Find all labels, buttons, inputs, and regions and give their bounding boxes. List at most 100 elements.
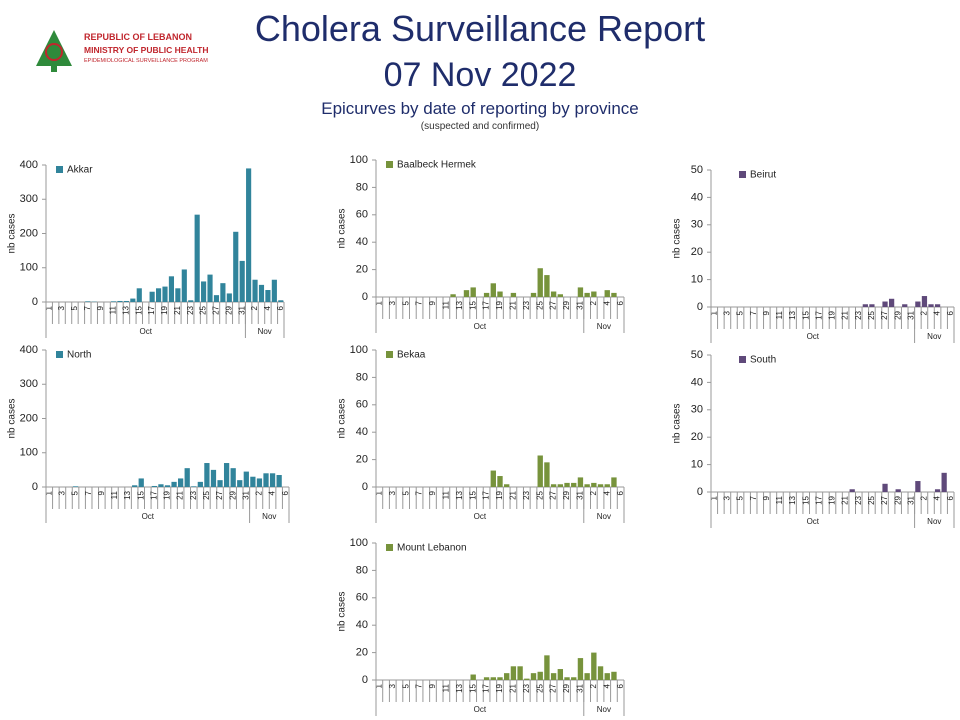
legend-label: Baalbeck Hermek [397, 160, 477, 171]
x-tick-label: 11 [109, 305, 118, 314]
y-axis-label: nb cases [7, 398, 18, 438]
bar [934, 304, 941, 307]
bar [149, 291, 155, 302]
y-tick-label: 50 [691, 349, 703, 361]
x-tick-label: 25 [867, 310, 876, 319]
y-tick-label: 40 [356, 236, 368, 248]
legend-swatch [56, 166, 63, 173]
x-tick-label: 9 [762, 310, 771, 315]
bar [230, 468, 236, 487]
x-tick-label: 4 [602, 300, 611, 305]
x-tick-label: 17 [482, 683, 491, 692]
x-tick-label: 4 [933, 310, 942, 315]
month-label: Nov [597, 322, 611, 331]
legend-swatch [386, 544, 393, 551]
legend-swatch [739, 171, 746, 178]
x-tick-label: 31 [576, 490, 585, 499]
x-tick-label: 9 [428, 683, 437, 688]
y-tick-label: 0 [32, 481, 38, 493]
y-tick-label: 200 [20, 412, 38, 424]
bar [72, 486, 79, 487]
bar [524, 678, 530, 680]
y-tick-label: 300 [20, 193, 38, 205]
bar [246, 168, 252, 302]
legend-label: South [750, 355, 776, 366]
bar [470, 674, 476, 680]
y-tick-label: 0 [362, 481, 368, 493]
y-tick-label: 80 [356, 181, 368, 193]
legend-label: Bekaa [397, 350, 426, 361]
month-label: Oct [142, 512, 155, 521]
y-tick-label: 30 [691, 219, 703, 231]
cedar-icon [36, 30, 72, 72]
x-tick-label: 11 [775, 310, 784, 319]
x-tick-label: 31 [576, 300, 585, 309]
y-axis-label: nb cases [672, 218, 683, 258]
bar [934, 489, 941, 492]
bar [233, 231, 239, 302]
x-tick-label: 2 [255, 490, 264, 495]
x-tick-label: 5 [736, 495, 745, 500]
bar [504, 484, 510, 487]
bar [217, 480, 223, 487]
x-tick-label: 29 [562, 490, 571, 499]
y-tick-label: 60 [356, 209, 368, 221]
x-tick-label: 1 [709, 310, 718, 315]
month-label: Nov [262, 512, 276, 521]
x-tick-label: 19 [828, 310, 837, 319]
bar [204, 463, 210, 487]
bar [591, 482, 597, 487]
x-tick-label: 5 [736, 310, 745, 315]
bar [497, 677, 503, 680]
y-tick-label: 100 [350, 154, 368, 166]
x-tick-label: 9 [97, 490, 106, 495]
x-tick-label: 5 [401, 683, 410, 688]
x-tick-label: 7 [415, 300, 424, 305]
bar [110, 301, 117, 302]
bar [611, 671, 617, 680]
bar [490, 470, 496, 487]
month-label: Oct [807, 517, 820, 526]
x-tick-label: 9 [762, 495, 771, 500]
x-tick-label: 11 [441, 300, 450, 309]
bar [243, 471, 249, 487]
x-tick-label: 23 [189, 490, 198, 499]
x-tick-label: 29 [228, 490, 237, 499]
x-tick-label: 21 [509, 300, 518, 309]
bar [136, 288, 142, 302]
bar [263, 473, 269, 487]
bar [252, 279, 258, 302]
x-tick-label: 11 [775, 495, 784, 504]
x-tick-label: 19 [495, 300, 504, 309]
bar [175, 288, 181, 302]
title: Cholera Surveillance Report [254, 8, 706, 49]
y-axis-label: nb cases [337, 208, 348, 248]
bar [577, 658, 584, 680]
bar [278, 300, 284, 302]
bar [550, 484, 557, 487]
x-tick-label: 29 [562, 300, 571, 309]
bar [184, 468, 190, 487]
month-label: Nov [258, 327, 272, 336]
x-tick-label: 31 [906, 310, 915, 319]
x-tick-label: 6 [281, 490, 290, 495]
bar [557, 484, 564, 487]
bar [537, 268, 543, 297]
bar [181, 269, 187, 302]
bar [530, 292, 537, 297]
bar [171, 481, 177, 487]
y-tick-label: 20 [691, 431, 703, 443]
month-label: Oct [474, 705, 487, 714]
legend-swatch [386, 351, 393, 358]
y-tick-label: 400 [20, 344, 38, 356]
bar [915, 301, 921, 307]
y-axis-label: nb cases [337, 398, 348, 438]
bar [188, 300, 194, 302]
bar [213, 295, 220, 302]
x-tick-label: 3 [723, 310, 732, 315]
y-axis-label: nb cases [337, 591, 348, 631]
x-tick-label: 1 [374, 683, 383, 688]
